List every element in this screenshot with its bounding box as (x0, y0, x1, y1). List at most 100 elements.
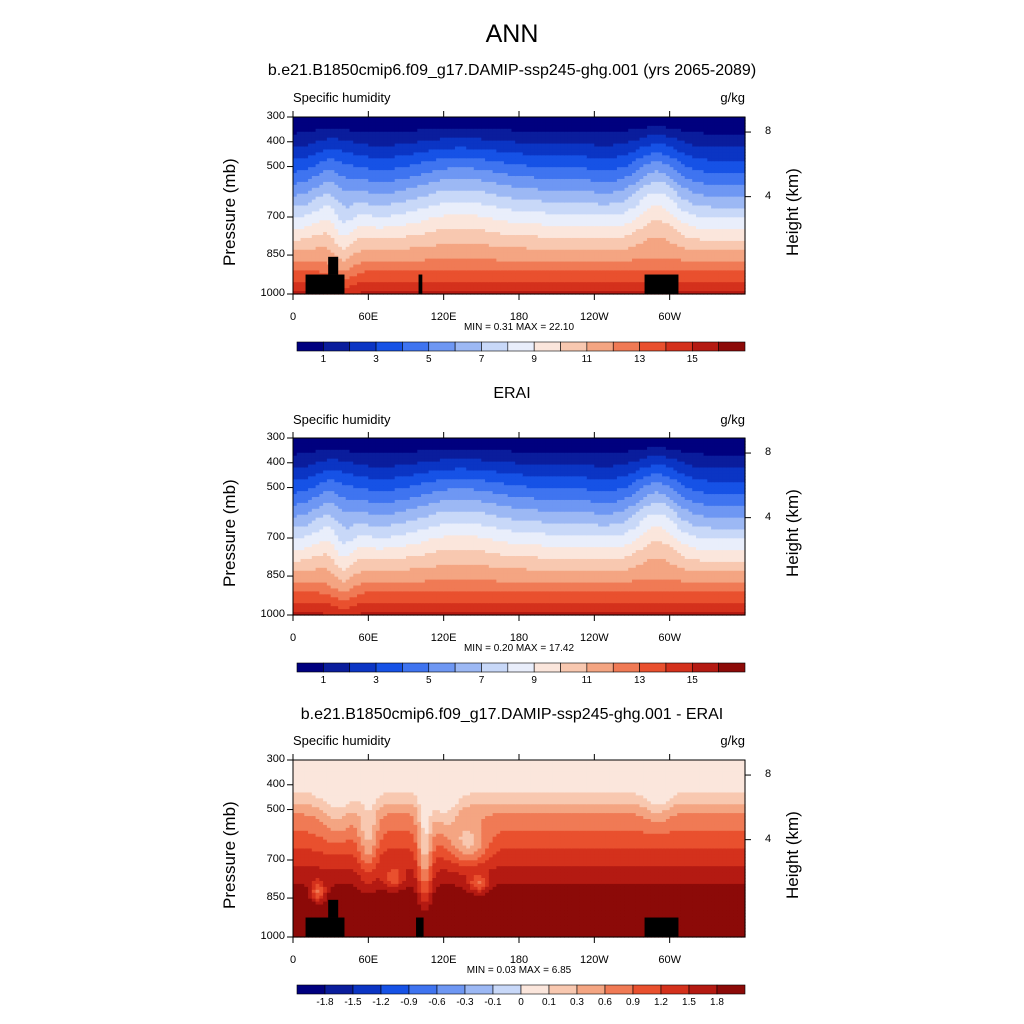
contour-cell (394, 237, 400, 242)
contour-cell (345, 181, 351, 186)
contour-cell (304, 229, 309, 233)
contour-cell (375, 208, 381, 212)
contour-cell (571, 243, 577, 248)
contour-cell (503, 258, 509, 263)
contour-cell (496, 146, 501, 151)
contour-cell (421, 220, 426, 224)
contour-cell (537, 258, 543, 263)
contour-cell (470, 143, 475, 148)
contour-cell (462, 161, 467, 165)
contour-cell (598, 184, 603, 189)
contour-cell (375, 190, 381, 195)
contour-cell (308, 176, 313, 180)
contour-cell (443, 232, 449, 236)
contour-cell (398, 202, 403, 207)
contour-cell (334, 217, 339, 221)
contour-cell (375, 214, 381, 218)
contour-cell (564, 140, 569, 145)
contour-cell (454, 184, 460, 189)
contour-cell (515, 155, 520, 159)
contour-cell (364, 211, 369, 215)
contour-cell (406, 131, 411, 136)
contour-cell (432, 235, 437, 239)
contour-cell (496, 208, 501, 212)
contour-cell (598, 190, 603, 195)
contour-cell (537, 214, 543, 218)
contour-cell (601, 170, 607, 174)
contour-cell (379, 255, 384, 260)
contour-cell (330, 155, 336, 159)
contour-cell (481, 252, 486, 257)
contour-cell (567, 131, 573, 136)
contour-cell (564, 131, 569, 136)
contour-cell (330, 211, 336, 215)
contour-cell (345, 229, 351, 233)
contour-cell (503, 267, 509, 271)
contour-cell (439, 252, 445, 257)
contour-cell (330, 240, 336, 245)
contour-cell (552, 237, 558, 242)
contour-cell (590, 122, 595, 127)
contour-cell (515, 211, 520, 215)
contour-cell (537, 264, 543, 269)
contour-cell (383, 173, 388, 177)
contour-cell (519, 229, 524, 233)
contour-cell (519, 137, 524, 142)
contour-cell (583, 196, 588, 201)
contour-cell (379, 125, 384, 130)
contour-cell (500, 137, 505, 142)
contour-cell (387, 291, 392, 295)
contour-cell (511, 149, 516, 153)
contour-cell (447, 261, 452, 266)
contour-cell (567, 143, 573, 148)
contour-cell (462, 276, 467, 280)
contour-cell (394, 208, 400, 212)
contour-cell (590, 243, 595, 248)
contour-cell (300, 199, 305, 204)
contour-cell (439, 161, 445, 165)
contour-cell (470, 226, 475, 230)
contour-cell (477, 267, 482, 271)
contour-cell (390, 243, 396, 248)
contour-cell (293, 128, 298, 133)
contour-cell (375, 196, 381, 201)
contour-cell (375, 140, 381, 145)
contour-cell (413, 291, 418, 295)
contour-cell (360, 140, 366, 145)
contour-cell (462, 199, 467, 204)
contour-cell (462, 246, 467, 251)
contour-cell (360, 255, 366, 260)
contour-cell (360, 155, 366, 159)
contour-cell (564, 261, 569, 266)
contour-cell (383, 261, 388, 266)
contour-cell (507, 193, 513, 198)
contour-cell (560, 173, 565, 177)
contour-cell (432, 146, 437, 151)
contour-cell (485, 258, 490, 263)
contour-cell (503, 119, 509, 124)
contour-cell (567, 237, 573, 242)
contour-cell (432, 137, 437, 142)
contour-cell (466, 243, 471, 248)
contour-cell (462, 173, 467, 177)
contour-cell (492, 226, 497, 230)
contour-cell (383, 235, 388, 239)
contour-cell (590, 258, 595, 263)
contour-cell (315, 178, 320, 183)
contour-cell (413, 199, 418, 204)
contour-cell (421, 184, 426, 189)
contour-cell (594, 264, 599, 269)
contour-cell (534, 249, 539, 254)
contour-cell (406, 226, 411, 230)
contour-cell (402, 220, 407, 224)
contour-cell (500, 243, 505, 248)
contour-cell (406, 205, 411, 210)
contour-cell (300, 205, 305, 210)
contour-cell (586, 226, 592, 230)
contour-cell (311, 131, 317, 136)
contour-cell (372, 117, 377, 121)
contour-cell (349, 184, 354, 189)
contour-cell (406, 167, 411, 171)
contour-cell (319, 122, 324, 127)
contour-cell (556, 270, 562, 274)
